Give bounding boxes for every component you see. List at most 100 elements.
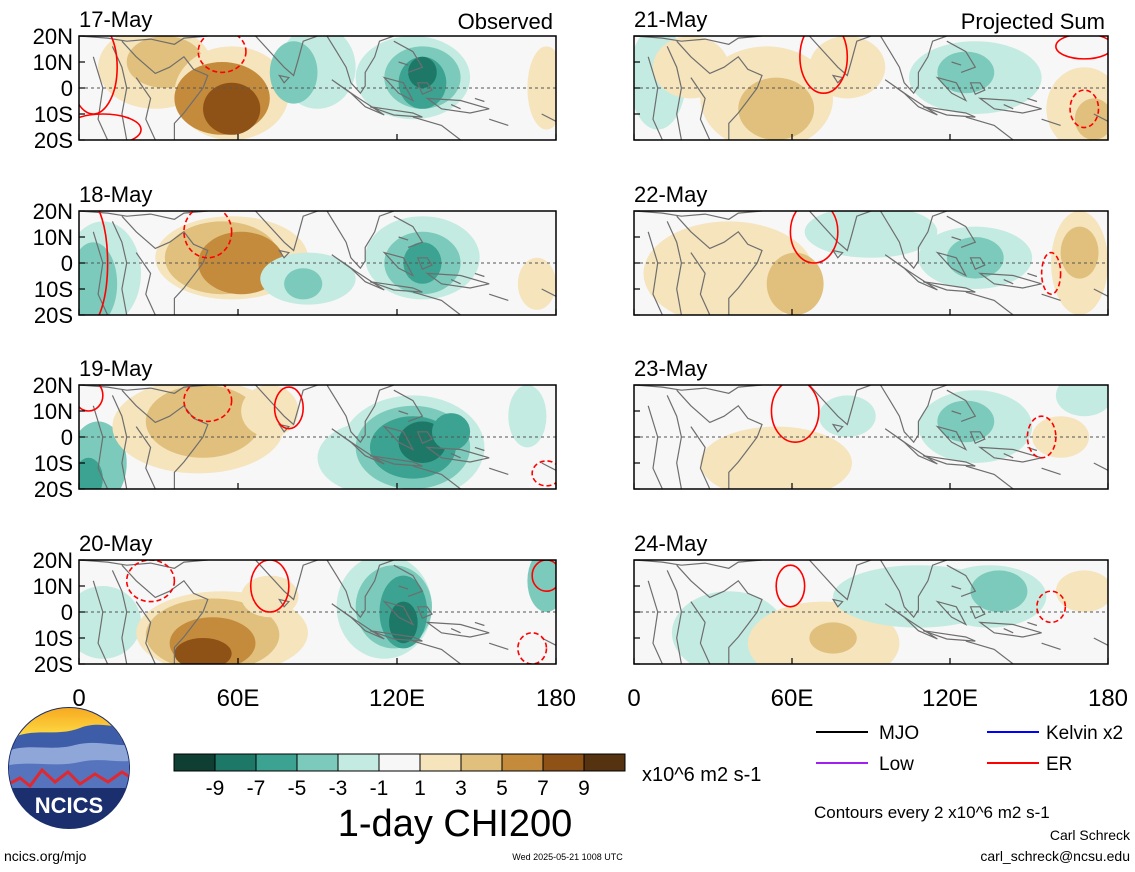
coastline	[965, 640, 1061, 664]
lon-axis-right: 0 60E 120E 180	[627, 685, 1128, 712]
lon-tick-180-left: 180	[536, 685, 576, 712]
coastline	[541, 113, 556, 122]
anomaly-region	[79, 586, 141, 659]
coastline	[808, 211, 872, 252]
coastline	[1093, 462, 1108, 471]
anomaly-region	[408, 56, 437, 88]
anomaly-region	[700, 426, 853, 489]
er-contour	[273, 386, 304, 430]
coastline	[450, 446, 485, 459]
contour-note: Contours every 2 x10^6 m2 s-1	[814, 803, 1050, 822]
coastline	[884, 254, 938, 291]
logo-text: NCICS	[35, 793, 103, 818]
lat-tick-label: 10S	[34, 277, 73, 302]
colorbar-swatch	[214, 753, 257, 772]
lon-tick-180-right: 180	[1088, 685, 1128, 712]
coastline	[879, 36, 948, 95]
colorbar: -9 -7 -5 -3 -1 1 3 5 7 9	[173, 753, 626, 800]
lat-tick-label: 10N	[33, 574, 73, 599]
coastline	[977, 97, 1042, 114]
lat-tick-label: 20S	[34, 128, 73, 153]
er-contour	[517, 632, 548, 664]
coastline	[326, 385, 395, 444]
lon-axis-left: 0 60E 120E 180	[72, 685, 576, 712]
er-contour	[98, 211, 109, 315]
er-contour	[249, 560, 290, 613]
coastline	[831, 249, 844, 259]
coastline	[331, 603, 385, 640]
website-link[interactable]: ncics.org/mjo	[4, 848, 87, 864]
er-contour	[1036, 590, 1067, 624]
map-panel-projected-1: 21-May Projected Sum	[633, 7, 1109, 141]
coastline	[541, 288, 556, 297]
anomaly-region	[1060, 226, 1099, 279]
map-panel-projected-2: 22-May	[633, 182, 1109, 316]
coastline	[92, 570, 156, 664]
lon-tick-60e-left: 60E	[217, 685, 260, 712]
coastline	[1003, 272, 1038, 285]
anomaly-region	[766, 252, 824, 315]
anomaly-region	[1055, 385, 1108, 417]
coastline	[831, 74, 844, 84]
coastline	[416, 82, 433, 95]
coastline	[1003, 97, 1038, 110]
panel-date: 19-May	[79, 356, 152, 381]
coastline	[425, 272, 490, 289]
legend: MJO Kelvin x2 Low ER	[816, 723, 1123, 775]
coastline	[425, 97, 490, 114]
coastline	[79, 211, 209, 315]
panel-date: 20-May	[79, 531, 152, 556]
er-contour	[125, 560, 176, 603]
coastline	[412, 640, 509, 664]
coastline	[946, 215, 977, 248]
lat-tick-label: 10S	[34, 102, 73, 127]
colorbar-tick-label: 3	[455, 777, 467, 800]
coastline	[884, 603, 938, 640]
panel-date: 22-May	[634, 182, 707, 207]
panel-date: 17-May	[79, 7, 152, 32]
coastline	[946, 40, 977, 73]
legend-label-mjo: MJO	[879, 723, 919, 744]
coastline	[326, 560, 395, 619]
coastline	[255, 211, 318, 252]
lon-tick-0-right: 0	[627, 685, 640, 712]
colorbar-swatch	[460, 753, 503, 772]
colorbar-tick-label: -7	[247, 777, 266, 800]
coastline	[326, 36, 395, 95]
anomaly-region	[1074, 98, 1108, 140]
colorbar-tick-label: 9	[578, 777, 590, 800]
er-contour	[183, 211, 233, 259]
coastline	[977, 621, 1042, 638]
legend-label-er: ER	[1046, 754, 1072, 775]
coastline	[255, 36, 318, 77]
colorbar-swatch	[419, 753, 462, 772]
anomaly-region	[818, 395, 876, 438]
panel-date: 24-May	[634, 531, 707, 556]
projected-label: Projected Sum	[961, 9, 1105, 34]
anomaly-region	[738, 77, 815, 140]
anomaly-region	[203, 82, 261, 135]
coastline	[92, 46, 156, 140]
coastline	[369, 106, 423, 118]
coastline	[393, 389, 424, 422]
lat-tick-label: 0	[61, 600, 73, 625]
er-contour	[79, 113, 142, 140]
colorbar-units: x10^6 m2 s-1	[642, 764, 761, 786]
er-contour	[789, 211, 839, 264]
er-contour	[197, 36, 247, 74]
lat-tick-label: 20S	[34, 303, 73, 328]
coastline	[1093, 288, 1108, 297]
anomaly-region	[809, 622, 857, 654]
coastline	[393, 40, 424, 73]
coastline	[425, 446, 490, 463]
lat-tick-label: 20S	[34, 477, 73, 502]
coastline	[416, 606, 433, 619]
lat-tick-label: 10S	[34, 451, 73, 476]
panel-date: 21-May	[634, 7, 707, 32]
lat-tick-label: 20N	[33, 373, 73, 398]
coastline	[977, 446, 1042, 463]
coastline	[647, 221, 711, 315]
coastline	[1003, 621, 1038, 634]
